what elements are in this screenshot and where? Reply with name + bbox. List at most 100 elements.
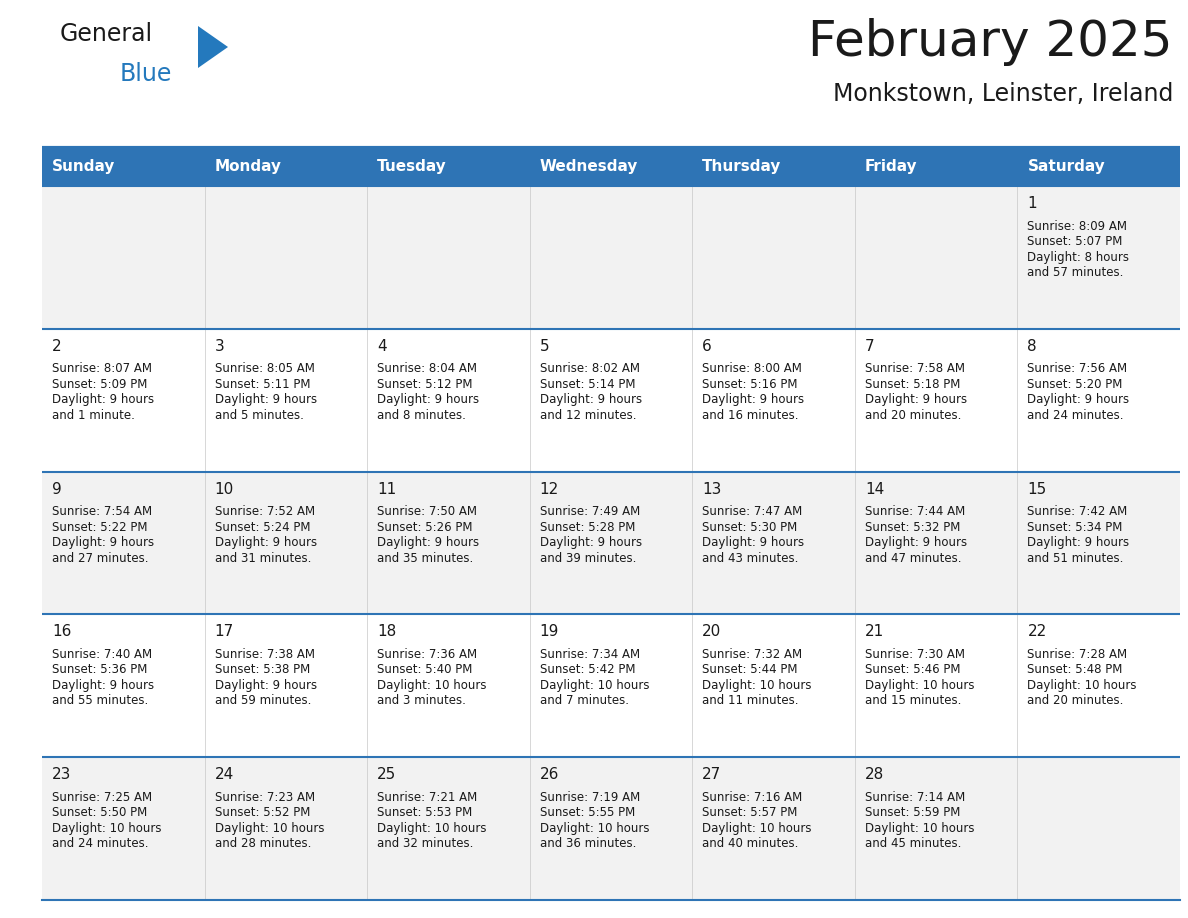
Text: Sunrise: 7:36 AM: Sunrise: 7:36 AM bbox=[377, 648, 478, 661]
Text: Sunrise: 8:04 AM: Sunrise: 8:04 AM bbox=[377, 363, 478, 375]
Text: Sunrise: 7:49 AM: Sunrise: 7:49 AM bbox=[539, 505, 640, 518]
Text: 8: 8 bbox=[1028, 339, 1037, 353]
Text: 14: 14 bbox=[865, 482, 884, 497]
Text: and 31 minutes.: and 31 minutes. bbox=[215, 552, 311, 565]
Text: Sunrise: 7:34 AM: Sunrise: 7:34 AM bbox=[539, 648, 640, 661]
Text: Daylight: 10 hours: Daylight: 10 hours bbox=[865, 679, 974, 692]
Text: Daylight: 9 hours: Daylight: 9 hours bbox=[377, 536, 479, 549]
Text: 23: 23 bbox=[52, 767, 71, 782]
Text: 24: 24 bbox=[215, 767, 234, 782]
Text: and 11 minutes.: and 11 minutes. bbox=[702, 694, 798, 708]
Text: and 35 minutes.: and 35 minutes. bbox=[377, 552, 473, 565]
Text: Daylight: 10 hours: Daylight: 10 hours bbox=[865, 822, 974, 834]
Text: and 8 minutes.: and 8 minutes. bbox=[377, 409, 466, 421]
Text: Sunrise: 7:42 AM: Sunrise: 7:42 AM bbox=[1028, 505, 1127, 518]
Text: 1: 1 bbox=[1028, 196, 1037, 211]
Text: Daylight: 9 hours: Daylight: 9 hours bbox=[52, 393, 154, 407]
Text: Sunset: 5:14 PM: Sunset: 5:14 PM bbox=[539, 378, 636, 391]
Text: Sunrise: 7:47 AM: Sunrise: 7:47 AM bbox=[702, 505, 803, 518]
Text: and 12 minutes.: and 12 minutes. bbox=[539, 409, 637, 421]
Text: Daylight: 10 hours: Daylight: 10 hours bbox=[702, 822, 811, 834]
Text: Wednesday: Wednesday bbox=[539, 160, 638, 174]
Bar bbox=[42, 757, 1180, 900]
Text: Sunrise: 8:07 AM: Sunrise: 8:07 AM bbox=[52, 363, 152, 375]
Text: and 7 minutes.: and 7 minutes. bbox=[539, 694, 628, 708]
Text: Daylight: 9 hours: Daylight: 9 hours bbox=[52, 536, 154, 549]
Text: Sunset: 5:53 PM: Sunset: 5:53 PM bbox=[377, 806, 473, 819]
Text: 4: 4 bbox=[377, 339, 387, 353]
Text: 27: 27 bbox=[702, 767, 721, 782]
Text: 21: 21 bbox=[865, 624, 884, 640]
Text: Sunrise: 8:05 AM: Sunrise: 8:05 AM bbox=[215, 363, 315, 375]
Text: Sunset: 5:20 PM: Sunset: 5:20 PM bbox=[1028, 378, 1123, 391]
Text: Daylight: 9 hours: Daylight: 9 hours bbox=[1028, 393, 1130, 407]
Text: Sunrise: 7:23 AM: Sunrise: 7:23 AM bbox=[215, 790, 315, 803]
Text: February 2025: February 2025 bbox=[809, 18, 1173, 66]
Text: Sunset: 5:50 PM: Sunset: 5:50 PM bbox=[52, 806, 147, 819]
Text: Blue: Blue bbox=[120, 62, 172, 86]
Text: Sunset: 5:42 PM: Sunset: 5:42 PM bbox=[539, 664, 636, 677]
Text: Sunrise: 8:00 AM: Sunrise: 8:00 AM bbox=[702, 363, 802, 375]
Text: Sunrise: 7:40 AM: Sunrise: 7:40 AM bbox=[52, 648, 152, 661]
Text: Daylight: 10 hours: Daylight: 10 hours bbox=[377, 822, 487, 834]
Text: and 27 minutes.: and 27 minutes. bbox=[52, 552, 148, 565]
Text: Daylight: 10 hours: Daylight: 10 hours bbox=[539, 679, 649, 692]
Text: and 43 minutes.: and 43 minutes. bbox=[702, 552, 798, 565]
Text: and 3 minutes.: and 3 minutes. bbox=[377, 694, 466, 708]
Text: Daylight: 10 hours: Daylight: 10 hours bbox=[215, 822, 324, 834]
Text: General: General bbox=[61, 22, 153, 46]
Text: Sunset: 5:16 PM: Sunset: 5:16 PM bbox=[702, 378, 798, 391]
Text: and 55 minutes.: and 55 minutes. bbox=[52, 694, 148, 708]
Text: Sunset: 5:22 PM: Sunset: 5:22 PM bbox=[52, 521, 147, 533]
Text: Sunset: 5:07 PM: Sunset: 5:07 PM bbox=[1028, 235, 1123, 248]
Text: Sunset: 5:11 PM: Sunset: 5:11 PM bbox=[215, 378, 310, 391]
Text: 6: 6 bbox=[702, 339, 712, 353]
Text: 12: 12 bbox=[539, 482, 560, 497]
Text: 2: 2 bbox=[52, 339, 62, 353]
Text: Friday: Friday bbox=[865, 160, 917, 174]
Text: 11: 11 bbox=[377, 482, 397, 497]
Text: Sunset: 5:44 PM: Sunset: 5:44 PM bbox=[702, 664, 798, 677]
Text: and 16 minutes.: and 16 minutes. bbox=[702, 409, 798, 421]
Text: 22: 22 bbox=[1028, 624, 1047, 640]
Text: Sunrise: 7:19 AM: Sunrise: 7:19 AM bbox=[539, 790, 640, 803]
Text: and 15 minutes.: and 15 minutes. bbox=[865, 694, 961, 708]
Bar bbox=[42, 186, 1180, 329]
Text: Sunset: 5:38 PM: Sunset: 5:38 PM bbox=[215, 664, 310, 677]
Text: Daylight: 9 hours: Daylight: 9 hours bbox=[215, 393, 317, 407]
Text: Daylight: 9 hours: Daylight: 9 hours bbox=[702, 536, 804, 549]
Text: Sunrise: 8:02 AM: Sunrise: 8:02 AM bbox=[539, 363, 639, 375]
Text: 10: 10 bbox=[215, 482, 234, 497]
Text: and 47 minutes.: and 47 minutes. bbox=[865, 552, 961, 565]
Text: Sunrise: 7:30 AM: Sunrise: 7:30 AM bbox=[865, 648, 965, 661]
Bar bbox=[42, 472, 1180, 614]
Text: Sunset: 5:40 PM: Sunset: 5:40 PM bbox=[377, 664, 473, 677]
Text: Saturday: Saturday bbox=[1028, 160, 1105, 174]
Text: Sunset: 5:48 PM: Sunset: 5:48 PM bbox=[1028, 664, 1123, 677]
Text: and 40 minutes.: and 40 minutes. bbox=[702, 837, 798, 850]
Text: Sunrise: 7:21 AM: Sunrise: 7:21 AM bbox=[377, 790, 478, 803]
Text: Daylight: 10 hours: Daylight: 10 hours bbox=[539, 822, 649, 834]
Text: Daylight: 8 hours: Daylight: 8 hours bbox=[1028, 251, 1130, 263]
Text: 9: 9 bbox=[52, 482, 62, 497]
Text: Daylight: 9 hours: Daylight: 9 hours bbox=[377, 393, 479, 407]
Text: and 32 minutes.: and 32 minutes. bbox=[377, 837, 474, 850]
Text: Sunset: 5:55 PM: Sunset: 5:55 PM bbox=[539, 806, 634, 819]
Text: 13: 13 bbox=[702, 482, 721, 497]
Text: Sunrise: 7:32 AM: Sunrise: 7:32 AM bbox=[702, 648, 802, 661]
Bar bbox=[42, 148, 1180, 186]
Text: Sunset: 5:24 PM: Sunset: 5:24 PM bbox=[215, 521, 310, 533]
Text: Sunset: 5:32 PM: Sunset: 5:32 PM bbox=[865, 521, 960, 533]
Text: 26: 26 bbox=[539, 767, 560, 782]
Text: Daylight: 9 hours: Daylight: 9 hours bbox=[702, 393, 804, 407]
Text: Sunrise: 7:54 AM: Sunrise: 7:54 AM bbox=[52, 505, 152, 518]
Text: Daylight: 9 hours: Daylight: 9 hours bbox=[215, 536, 317, 549]
Text: and 1 minute.: and 1 minute. bbox=[52, 409, 135, 421]
Text: 15: 15 bbox=[1028, 482, 1047, 497]
Text: 5: 5 bbox=[539, 339, 549, 353]
Text: Sunset: 5:52 PM: Sunset: 5:52 PM bbox=[215, 806, 310, 819]
Text: Sunset: 5:18 PM: Sunset: 5:18 PM bbox=[865, 378, 960, 391]
Text: and 36 minutes.: and 36 minutes. bbox=[539, 837, 636, 850]
Text: Sunrise: 7:58 AM: Sunrise: 7:58 AM bbox=[865, 363, 965, 375]
Text: Daylight: 10 hours: Daylight: 10 hours bbox=[377, 679, 487, 692]
